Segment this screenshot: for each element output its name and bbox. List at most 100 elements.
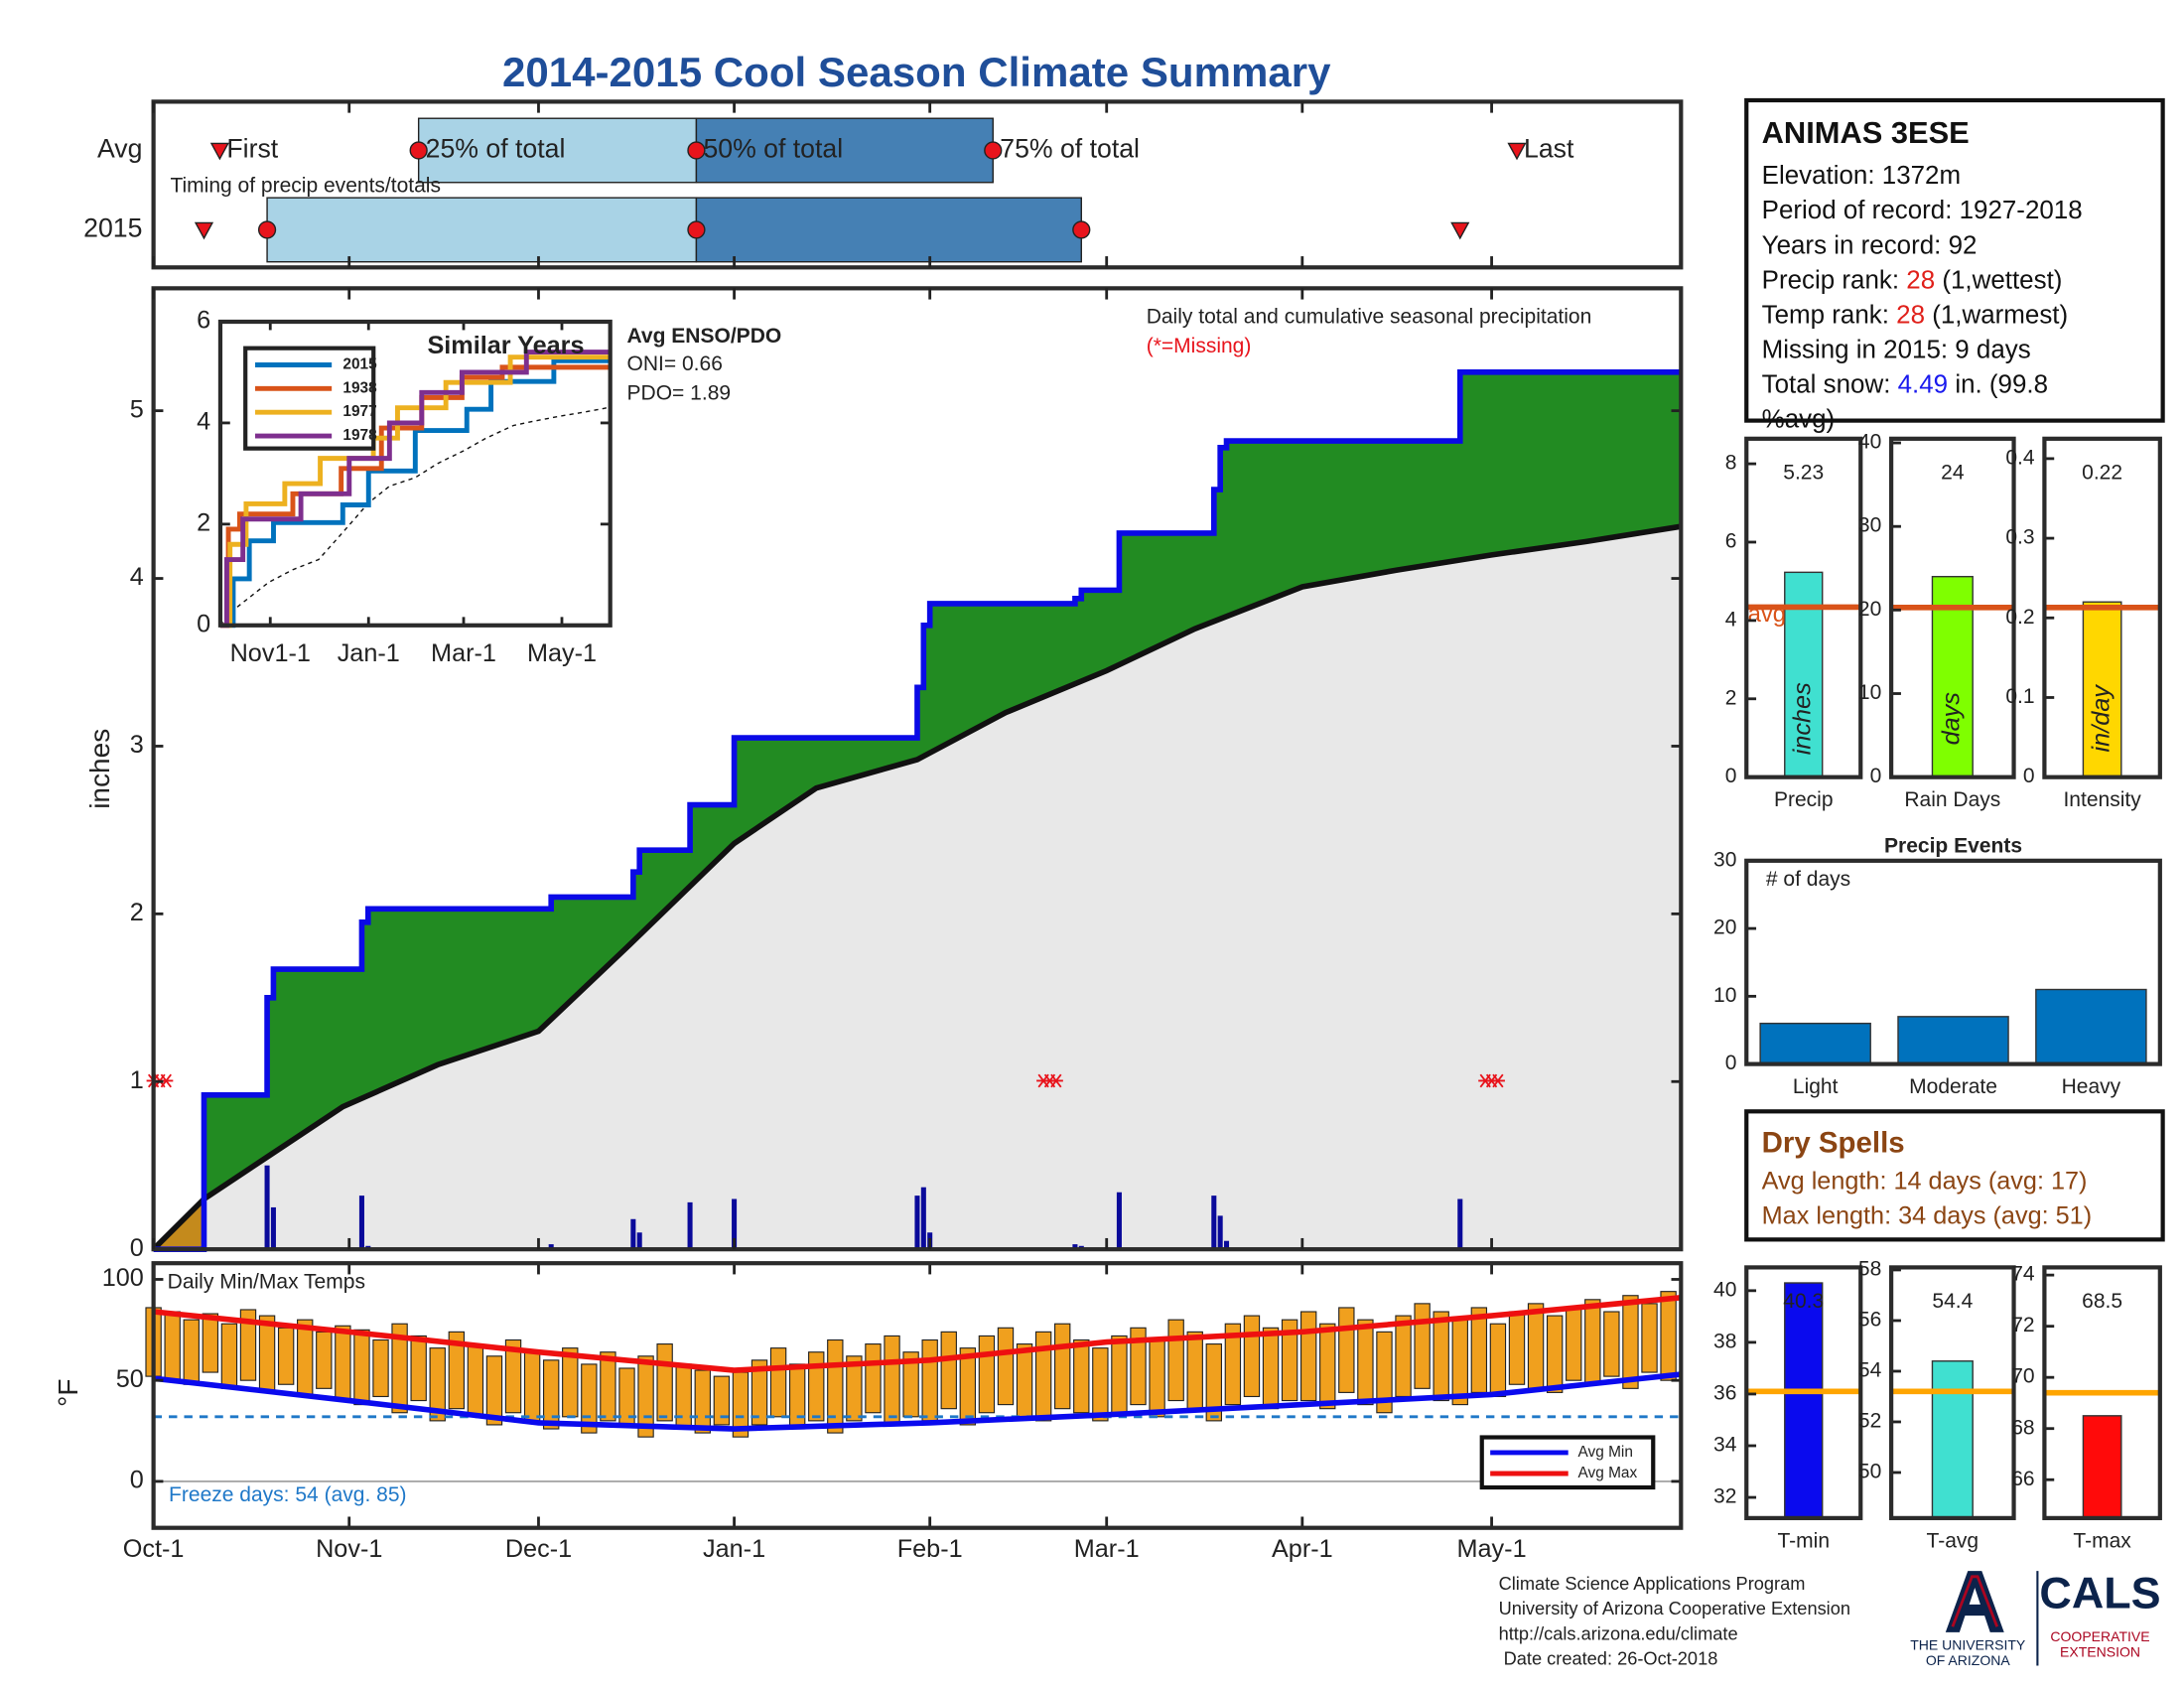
page-title: 2014-2015 Cool Season Climate Summary: [502, 49, 1331, 95]
y-tick-label: 68: [2011, 1416, 2034, 1439]
station-text: 28: [1896, 301, 1925, 329]
station-text: Precip rank:: [1762, 266, 1907, 294]
daily-bar: [264, 1165, 270, 1250]
y-axis-label: inches: [84, 729, 115, 809]
station-text: Elevation: 1372m: [1762, 162, 1961, 190]
footer-line: University of Arizona Cooperative Extens…: [1499, 1598, 1850, 1618]
x-tick-label: May-1: [1457, 1535, 1527, 1563]
axes-frame: [151, 1261, 1684, 1530]
footer-line: Climate Science Applications Program: [1499, 1573, 1806, 1594]
y-tick-label: 0.4: [2005, 446, 2035, 469]
temp-bar: [258, 1315, 276, 1393]
temp-bar: [1054, 1323, 1071, 1410]
y-tick-label: 54: [1858, 1359, 1882, 1382]
temp-bar: [1092, 1347, 1109, 1422]
station-line: Temp rank: 28 (1,warmest): [1762, 301, 2069, 329]
temp-bar: [504, 1338, 522, 1414]
temp-bar: [1357, 1319, 1374, 1406]
temp-bar: [1149, 1338, 1165, 1418]
x-tick-label: Heavy: [2062, 1075, 2121, 1098]
enso-pdo: PDO= 1.89: [627, 382, 732, 405]
temp-bar: [1395, 1315, 1412, 1398]
bar-low: [266, 197, 698, 263]
series-line: [219, 350, 611, 629]
temp-bar: [1660, 1291, 1677, 1381]
bar: [2082, 1415, 2122, 1519]
circle-marker: [984, 141, 1003, 160]
temp-bar: [600, 1351, 616, 1422]
x-tick-label: May-1: [527, 639, 597, 667]
station-text: %avg): [1762, 405, 1836, 433]
temp-bar: [1299, 1311, 1317, 1402]
marker-label: 25% of total: [426, 134, 566, 164]
temp-bar: [1622, 1295, 1639, 1389]
row-label: Avg: [97, 134, 142, 164]
unit-label: in/day: [2087, 684, 2115, 753]
station-line: %avg): [1762, 405, 1836, 433]
temp-bar: [1451, 1319, 1468, 1406]
marker-label: 75% of total: [1000, 134, 1140, 164]
temp-bar: [372, 1338, 389, 1398]
temp-bar: [297, 1319, 314, 1398]
dry-spells-line: Avg length: 14 days (avg: 17): [1762, 1168, 2088, 1196]
station-line: Elevation: 1372m: [1762, 162, 1961, 190]
unit-label: inches: [1788, 682, 1816, 755]
x-tick-label: Intensity: [2063, 788, 2141, 811]
x-tick-label: Oct-1: [123, 1535, 185, 1563]
temp-bar: [316, 1331, 333, 1389]
y-tick-label: 0: [197, 610, 210, 637]
temp-bar: [1584, 1299, 1601, 1385]
x-tick-label: Rain Days: [1904, 788, 2000, 811]
temp-bar: [542, 1359, 560, 1430]
temp-bar: [485, 1355, 503, 1426]
circle-marker: [687, 141, 706, 160]
temp-bar: [1566, 1307, 1582, 1381]
station-text: (1,warmest): [1925, 301, 2068, 329]
y-tick-label: 70: [2011, 1365, 2034, 1388]
cumulative-line: [153, 368, 1682, 1252]
y-tick-label: 4: [1725, 608, 1737, 631]
y-tick-label: 100: [102, 1264, 144, 1292]
y-tick-label: 8: [1725, 452, 1737, 475]
temp-bar: [239, 1309, 257, 1381]
marker-label: First: [226, 134, 278, 164]
y-tick-label: 0.3: [2005, 526, 2034, 549]
bar: [2082, 601, 2122, 778]
temp-bar: [277, 1327, 295, 1385]
station-text: Period of record: 1927-2018: [1762, 197, 2083, 224]
temp-bar: [808, 1351, 825, 1422]
daily-bar: [1116, 1192, 1122, 1250]
daily-bar: [920, 1187, 926, 1250]
axes-frame: [217, 319, 613, 628]
unit-label: days: [1938, 692, 1966, 746]
daily-bar: [1211, 1196, 1217, 1250]
missing-marker: [1048, 1073, 1063, 1088]
x-tick-label: Feb-1: [897, 1535, 963, 1563]
avg-temp-line: [153, 1371, 1682, 1432]
x-tick-label: T-max: [2073, 1529, 2131, 1552]
x-tick-label: Precip: [1774, 788, 1834, 811]
station-text: 4.49: [1898, 370, 1948, 398]
cals-text: EXTENSION: [2060, 1644, 2140, 1660]
y-tick-label: 0: [2023, 765, 2035, 787]
y-tick-label: 52: [1858, 1410, 1881, 1433]
temp-bar: [1205, 1343, 1222, 1422]
daily-bar: [548, 1244, 554, 1250]
temp-bar: [675, 1363, 692, 1430]
axes-frame: [1744, 436, 1863, 779]
temp-bar: [751, 1359, 768, 1426]
daily-bar: [630, 1218, 636, 1250]
temp-bar: [391, 1323, 408, 1414]
y-tick-label: 40: [1858, 431, 1881, 454]
temp-bar: [1186, 1331, 1203, 1410]
temp-bar: [1470, 1307, 1488, 1393]
y-tick-label: 0: [130, 1234, 144, 1262]
avg-line: [219, 406, 611, 627]
y-axis-label: °F: [53, 1378, 83, 1406]
temp-bar: [1338, 1307, 1355, 1393]
station-text: Total snow:: [1762, 370, 1898, 398]
ua-text: OF ARIZONA: [1926, 1652, 2011, 1668]
y-tick-label: 0: [1725, 765, 1737, 787]
missing-note: (*=Missing): [1147, 335, 1252, 357]
temp-bar: [1546, 1315, 1564, 1393]
